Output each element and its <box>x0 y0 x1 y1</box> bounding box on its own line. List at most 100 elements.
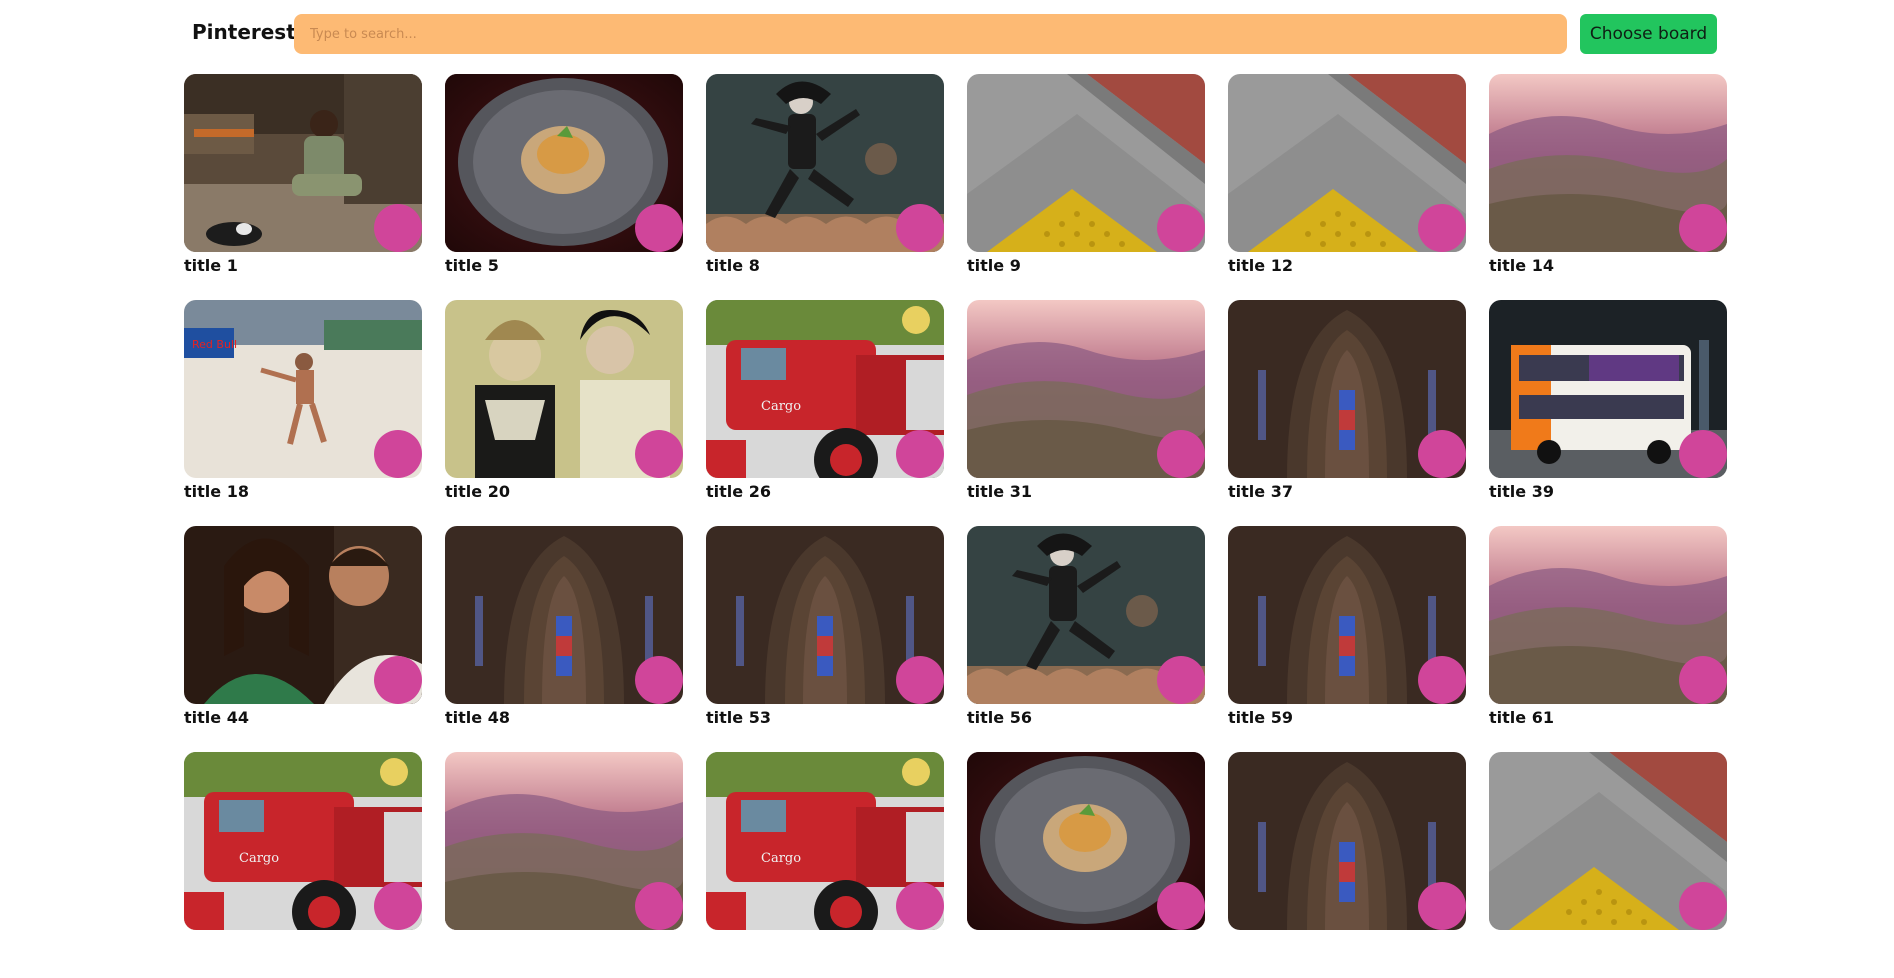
pin-card[interactable]: title 48 <box>445 526 683 752</box>
pin-title: title 44 <box>184 708 249 727</box>
save-pin-button[interactable] <box>635 430 683 478</box>
pin-title: title 59 <box>1228 708 1293 727</box>
pin-card[interactable]: title 37 <box>1228 300 1466 526</box>
pin-image-cathedral-interior[interactable] <box>1228 300 1466 478</box>
pin-card[interactable] <box>1489 752 1727 978</box>
pin-card[interactable]: title 9 <box>967 74 1205 300</box>
save-pin-button[interactable] <box>1679 430 1727 478</box>
save-pin-button[interactable] <box>1679 882 1727 930</box>
pin-card[interactable] <box>445 752 683 978</box>
save-pin-button[interactable] <box>635 204 683 252</box>
pin-image-beach-volleyball[interactable]: Red Bull <box>184 300 422 478</box>
pin-image-red-truck[interactable]: Cargo <box>706 300 944 478</box>
pin-title: title 8 <box>706 256 760 275</box>
pin-image-cathedral-interior[interactable] <box>445 526 683 704</box>
pin-grid: title 1 title 5 title 8 <box>184 74 1727 978</box>
pin-card[interactable]: title 61 <box>1489 526 1727 752</box>
pin-title: title 56 <box>967 708 1032 727</box>
save-pin-button[interactable] <box>1157 656 1205 704</box>
pin-card[interactable] <box>967 752 1205 978</box>
pin-title: title 14 <box>1489 256 1554 275</box>
pin-image-red-truck[interactable]: Cargo <box>184 752 422 930</box>
pin-card[interactable]: title 1 <box>184 74 422 300</box>
pin-card[interactable]: title 44 <box>184 526 422 752</box>
pin-image-fantasy-warrior[interactable] <box>967 526 1205 704</box>
pin-card[interactable]: Red Bull title 18 <box>184 300 422 526</box>
brand-logo[interactable]: Pinterest <box>192 20 296 44</box>
pin-image-cathedral-interior[interactable] <box>706 526 944 704</box>
pin-image-food-plate[interactable] <box>967 752 1205 930</box>
pin-card[interactable] <box>1228 752 1466 978</box>
save-pin-button[interactable] <box>635 882 683 930</box>
pin-image-tactile-paving[interactable] <box>967 74 1205 252</box>
save-pin-button[interactable] <box>374 430 422 478</box>
pin-title <box>1228 933 1466 955</box>
pin-card[interactable]: title 59 <box>1228 526 1466 752</box>
top-bar: Pinterest Choose board <box>0 0 1894 70</box>
save-pin-button[interactable] <box>635 656 683 704</box>
svg-text:Cargo: Cargo <box>239 851 279 866</box>
pin-title: title 18 <box>184 482 249 501</box>
save-pin-button[interactable] <box>1679 656 1727 704</box>
pin-title: title 1 <box>184 256 238 275</box>
save-pin-button[interactable] <box>374 656 422 704</box>
pin-image-cathedral-interior[interactable] <box>1228 752 1466 930</box>
pin-card[interactable]: Cargo <box>706 752 944 978</box>
pin-card[interactable]: title 14 <box>1489 74 1727 300</box>
save-pin-button[interactable] <box>1157 430 1205 478</box>
pin-image-mountain-sunset[interactable] <box>967 300 1205 478</box>
save-pin-button[interactable] <box>1418 430 1466 478</box>
search-input[interactable] <box>294 14 1567 54</box>
pin-image-tactile-paving[interactable] <box>1228 74 1466 252</box>
pin-card[interactable]: title 12 <box>1228 74 1466 300</box>
pin-image-double-decker-bus[interactable] <box>1489 300 1727 478</box>
save-pin-button[interactable] <box>1418 656 1466 704</box>
save-pin-button[interactable] <box>374 882 422 930</box>
pin-image-cathedral-interior[interactable] <box>1228 526 1466 704</box>
save-pin-button[interactable] <box>1679 204 1727 252</box>
save-pin-button[interactable] <box>1157 882 1205 930</box>
pin-image-food-plate[interactable] <box>445 74 683 252</box>
pin-title: title 12 <box>1228 256 1293 275</box>
pin-card[interactable]: Cargo <box>184 752 422 978</box>
save-pin-button[interactable] <box>374 204 422 252</box>
pin-card[interactable]: title 31 <box>967 300 1205 526</box>
svg-text:Cargo: Cargo <box>761 399 801 414</box>
pin-card[interactable]: title 53 <box>706 526 944 752</box>
pin-card[interactable]: title 5 <box>445 74 683 300</box>
pin-image-fantasy-warrior[interactable] <box>706 74 944 252</box>
pin-image-tactile-paving[interactable] <box>1489 752 1727 930</box>
pin-title: title 26 <box>706 482 771 501</box>
pin-title: title 37 <box>1228 482 1293 501</box>
pin-title: title 53 <box>706 708 771 727</box>
pin-title: title 20 <box>445 482 510 501</box>
pin-image-village-hearth[interactable] <box>184 74 422 252</box>
pin-image-vintage-portrait[interactable] <box>445 300 683 478</box>
pin-title: title 61 <box>1489 708 1554 727</box>
pin-image-couple-photo[interactable] <box>184 526 422 704</box>
pin-title <box>967 933 1205 955</box>
pin-image-red-truck[interactable]: Cargo <box>706 752 944 930</box>
pin-title: title 48 <box>445 708 510 727</box>
save-pin-button[interactable] <box>1418 882 1466 930</box>
save-pin-button[interactable] <box>1157 204 1205 252</box>
save-pin-button[interactable] <box>1418 204 1466 252</box>
svg-text:Red Bull: Red Bull <box>192 338 237 351</box>
pin-title <box>1489 933 1727 955</box>
save-pin-button[interactable] <box>896 430 944 478</box>
pin-image-mountain-sunset[interactable] <box>445 752 683 930</box>
pin-card[interactable]: title 20 <box>445 300 683 526</box>
pin-card[interactable]: title 8 <box>706 74 944 300</box>
pin-title <box>445 933 683 955</box>
pin-image-mountain-sunset[interactable] <box>1489 74 1727 252</box>
pin-card[interactable]: title 56 <box>967 526 1205 752</box>
pin-title: title 9 <box>967 256 1021 275</box>
pin-title: title 31 <box>967 482 1032 501</box>
save-pin-button[interactable] <box>896 204 944 252</box>
save-pin-button[interactable] <box>896 882 944 930</box>
pin-card[interactable]: Cargo title 26 <box>706 300 944 526</box>
choose-board-button[interactable]: Choose board <box>1580 14 1717 54</box>
pin-card[interactable]: title 39 <box>1489 300 1727 526</box>
save-pin-button[interactable] <box>896 656 944 704</box>
pin-image-mountain-sunset[interactable] <box>1489 526 1727 704</box>
